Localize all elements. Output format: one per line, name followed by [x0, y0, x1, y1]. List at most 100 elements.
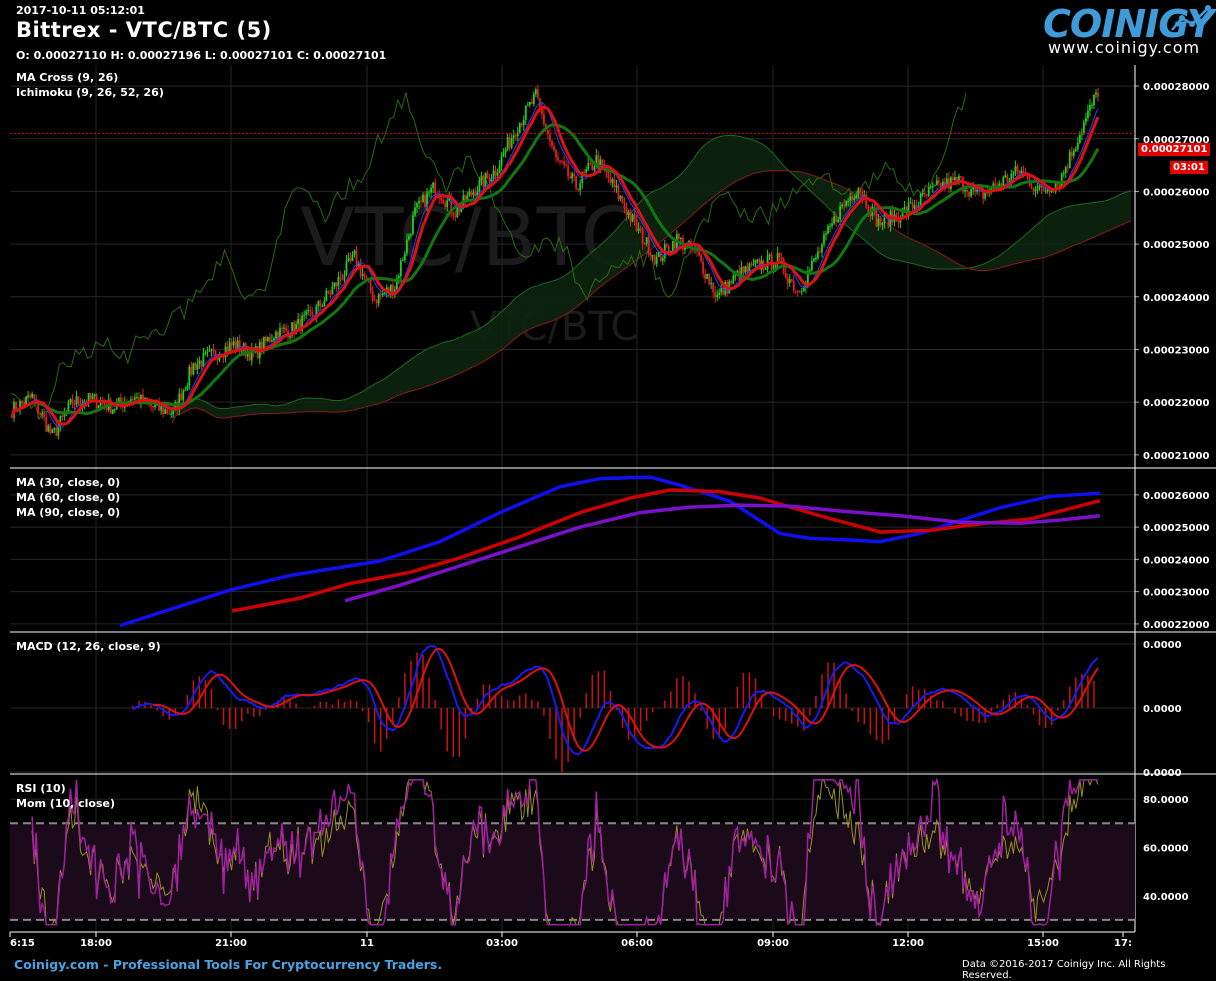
- y-tick-label: 0.00023000: [1143, 345, 1209, 356]
- candle-body: [740, 266, 743, 281]
- candle-body: [671, 241, 674, 252]
- candle-body: [806, 271, 809, 284]
- candle-body: [673, 241, 676, 249]
- timestamp: 2017-10-11 05:12:01: [16, 4, 145, 17]
- candle-body: [268, 337, 271, 342]
- label-ma90[interactable]: MA (90, close, 0): [16, 506, 121, 519]
- footer-copyright: Data ©2016-2017 Coinigy Inc. All Rights …: [962, 959, 1166, 981]
- label-ma-cross[interactable]: MA Cross (9, 26): [16, 71, 119, 84]
- candle-body: [466, 195, 469, 202]
- ma-fast-line: [10, 105, 1100, 426]
- candle-body: [1012, 173, 1015, 175]
- candle-body: [526, 104, 529, 106]
- candle-body: [492, 170, 495, 179]
- candle-body: [359, 263, 362, 276]
- candle-body: [293, 322, 295, 335]
- candle-body: [204, 352, 207, 354]
- candle-body: [1091, 105, 1093, 107]
- candle-body: [230, 342, 233, 346]
- candle-body: [1093, 94, 1095, 106]
- candle-body: [1042, 188, 1045, 192]
- candle-body: [968, 192, 970, 197]
- ma60-line: [231, 488, 1101, 613]
- candle-body: [621, 195, 624, 204]
- candle-body: [595, 155, 598, 167]
- candle-body: [1070, 151, 1073, 157]
- candle-body: [371, 291, 374, 301]
- coinigy-logo[interactable]: COINIGY www.coinigy.com: [1040, 0, 1214, 58]
- candle-body: [93, 394, 96, 396]
- rsi-line: [31, 777, 1098, 927]
- candle-body: [601, 159, 604, 165]
- candle-body: [470, 191, 473, 196]
- candle-body: [617, 185, 620, 199]
- candle-body: [309, 310, 312, 312]
- label-ma30[interactable]: MA (30, close, 0): [16, 476, 121, 489]
- label-mom[interactable]: Mom (10, close): [16, 797, 116, 810]
- x-tick-label: 21:00: [215, 938, 247, 949]
- candle-body: [639, 228, 642, 230]
- candle-body: [401, 260, 404, 262]
- candle-body: [921, 192, 924, 195]
- candle-body: [1038, 185, 1041, 188]
- candle-body: [567, 165, 569, 177]
- footer-tagline[interactable]: Coinigy.com - Professional Tools For Cry…: [14, 957, 443, 972]
- candle-body: [1050, 190, 1053, 193]
- candle-body: [456, 207, 459, 218]
- candle-body: [379, 294, 382, 296]
- candle-body: [89, 393, 92, 399]
- candle-body: [41, 413, 44, 415]
- candle-body: [903, 207, 906, 209]
- candle-body: [129, 399, 132, 402]
- x-tick-label: 11: [360, 938, 374, 949]
- candle-body: [935, 180, 938, 186]
- candle-body: [855, 195, 858, 199]
- candle-body: [119, 397, 122, 403]
- candle-body: [37, 399, 40, 413]
- candle-body: [641, 228, 644, 244]
- candle-body: [486, 172, 489, 178]
- candle-body: [248, 351, 251, 361]
- candle-body: [142, 394, 144, 403]
- candle-body: [667, 246, 670, 253]
- candle-body: [700, 255, 702, 262]
- candle-body: [325, 290, 328, 301]
- candle-body: [365, 277, 368, 279]
- candle-body: [645, 237, 648, 244]
- candle-body: [958, 176, 960, 182]
- candle-body: [297, 319, 300, 324]
- candle-body: [206, 351, 209, 353]
- candle-body: [448, 197, 451, 201]
- candle-body: [516, 132, 519, 137]
- candle-body: [895, 214, 898, 218]
- candle-body: [756, 259, 759, 261]
- candle-body: [849, 196, 852, 202]
- candle-body: [184, 389, 187, 391]
- candle-body: [536, 89, 539, 99]
- candle-body: [19, 401, 21, 411]
- candle-body: [657, 251, 660, 257]
- candle-body: [798, 291, 801, 293]
- countdown-tag: 03:01: [1170, 161, 1208, 174]
- candle-body: [933, 185, 936, 187]
- y-tick-label: 80.0000: [1143, 795, 1189, 806]
- candle-body: [53, 428, 56, 430]
- candle-body: [875, 209, 878, 227]
- candle-body: [514, 135, 517, 137]
- candle-body: [712, 282, 715, 293]
- candle-body: [111, 409, 114, 414]
- candle-body: [808, 269, 811, 272]
- x-tick-label: 15:00: [1027, 938, 1059, 949]
- y-tick-label: 0.00026000: [1143, 187, 1209, 198]
- candle-body: [406, 239, 408, 254]
- candle-body: [63, 413, 66, 417]
- label-rsi[interactable]: RSI (10): [16, 782, 66, 795]
- label-macd[interactable]: MACD (12, 26, close, 9): [16, 640, 161, 653]
- candle-body: [502, 152, 505, 156]
- label-ma60[interactable]: MA (60, close, 0): [16, 491, 121, 504]
- candle-body: [345, 261, 348, 275]
- candle-body: [571, 173, 574, 179]
- candle-body: [335, 282, 338, 286]
- y-tick-label: 0.00023000: [1143, 588, 1209, 599]
- label-ichimoku[interactable]: Ichimoku (9, 26, 52, 26): [16, 86, 164, 99]
